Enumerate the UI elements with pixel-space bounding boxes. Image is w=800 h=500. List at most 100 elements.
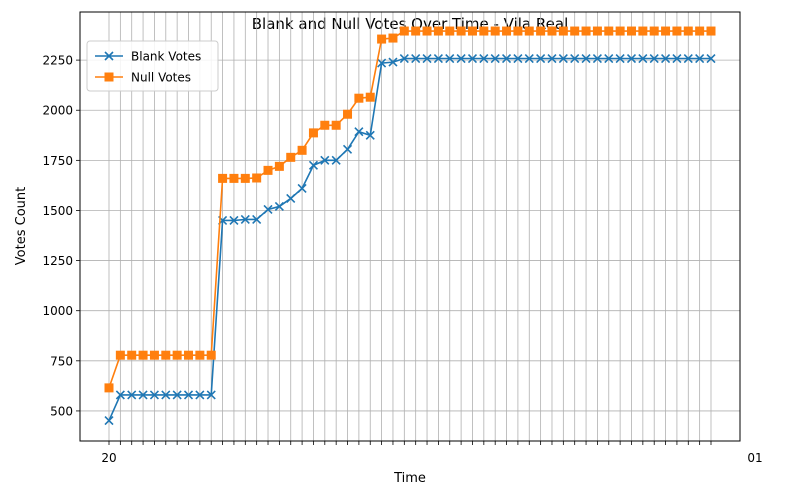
data-point <box>297 145 307 155</box>
series-blank-votes <box>104 53 716 426</box>
data-point <box>195 390 205 400</box>
data-point <box>127 390 137 400</box>
data-point <box>695 53 705 64</box>
series-layer <box>104 26 716 426</box>
data-point <box>490 26 500 36</box>
chart-title: Blank and Null Votes Over Time - Vila Re… <box>252 15 568 33</box>
data-point <box>626 53 637 64</box>
data-point <box>399 26 409 36</box>
data-point <box>456 53 466 64</box>
y-tick-label: 1500 <box>42 204 73 218</box>
y-tick-label: 500 <box>50 404 73 418</box>
data-point <box>547 53 557 64</box>
data-point <box>104 415 114 426</box>
x-axis-ticks: 20 01 <box>101 441 763 465</box>
data-point <box>513 53 523 64</box>
data-point <box>479 26 489 36</box>
data-point <box>649 53 659 64</box>
data-point <box>149 390 159 400</box>
data-point <box>604 26 614 36</box>
data-point <box>615 26 625 36</box>
y-axis-label: Votes Count <box>14 187 29 265</box>
data-point <box>308 160 319 170</box>
data-point <box>183 390 194 400</box>
data-point <box>331 155 341 165</box>
data-point <box>638 26 648 36</box>
data-point <box>263 165 273 175</box>
data-point <box>649 26 659 36</box>
data-point <box>354 93 364 103</box>
data-point <box>706 26 716 36</box>
y-tick-label: 1750 <box>42 154 73 168</box>
data-point <box>229 173 239 183</box>
data-point <box>172 350 182 360</box>
data-point <box>695 26 705 36</box>
data-point <box>184 350 194 360</box>
data-point <box>683 53 693 64</box>
data-point <box>592 26 602 36</box>
data-point <box>411 53 421 64</box>
data-point <box>501 53 512 64</box>
y-tick-label: 1000 <box>42 304 73 318</box>
data-point <box>422 26 432 36</box>
data-point <box>445 26 455 36</box>
y-tick-label: 1250 <box>42 254 73 268</box>
data-point <box>502 26 512 36</box>
data-point <box>274 201 284 212</box>
data-point <box>536 26 546 36</box>
data-point <box>297 183 307 193</box>
plot-frame <box>79 11 741 442</box>
data-point <box>411 26 421 36</box>
data-point <box>195 350 205 360</box>
data-point <box>661 26 671 36</box>
data-point <box>467 53 478 64</box>
data-point <box>445 53 455 64</box>
data-point <box>252 173 262 183</box>
data-point <box>172 390 182 400</box>
data-point <box>570 26 580 36</box>
data-point <box>479 53 489 64</box>
data-point <box>138 390 148 400</box>
data-point <box>161 350 171 360</box>
data-point <box>218 173 228 183</box>
data-point <box>513 26 523 36</box>
legend-entry: Blank Votes <box>95 50 201 64</box>
data-point <box>161 390 171 400</box>
data-point <box>422 53 432 64</box>
data-point <box>206 390 216 400</box>
data-point <box>320 155 330 165</box>
y-tick-label: 2250 <box>42 54 73 68</box>
x-tick-label: 20 <box>101 451 116 465</box>
data-point <box>308 128 318 138</box>
data-point <box>252 214 262 225</box>
data-point <box>377 58 387 68</box>
data-point <box>206 350 216 360</box>
data-point <box>490 53 500 64</box>
data-point <box>274 161 284 171</box>
data-point <box>570 53 580 64</box>
data-point <box>286 152 296 162</box>
legend-entry: Null Votes <box>95 71 191 85</box>
data-point <box>604 53 614 64</box>
data-point <box>558 26 568 36</box>
data-point <box>456 26 466 36</box>
y-tick-label: 2000 <box>42 104 73 118</box>
data-point <box>399 53 409 64</box>
legend-box <box>86 40 219 92</box>
series-null-votes <box>104 26 716 393</box>
data-point <box>581 26 591 36</box>
data-point <box>343 109 353 119</box>
data-point <box>229 215 239 226</box>
data-point <box>638 53 648 64</box>
data-point <box>592 53 602 64</box>
x-axis-label: Time <box>393 471 426 486</box>
data-point <box>661 53 671 64</box>
legend-label: Null Votes <box>131 71 191 85</box>
y-tick-label: 750 <box>50 354 73 368</box>
data-point <box>581 53 591 64</box>
legend: Blank Votes Null Votes <box>86 40 219 92</box>
data-point <box>626 26 636 36</box>
data-point <box>115 390 125 400</box>
data-point <box>524 53 534 64</box>
